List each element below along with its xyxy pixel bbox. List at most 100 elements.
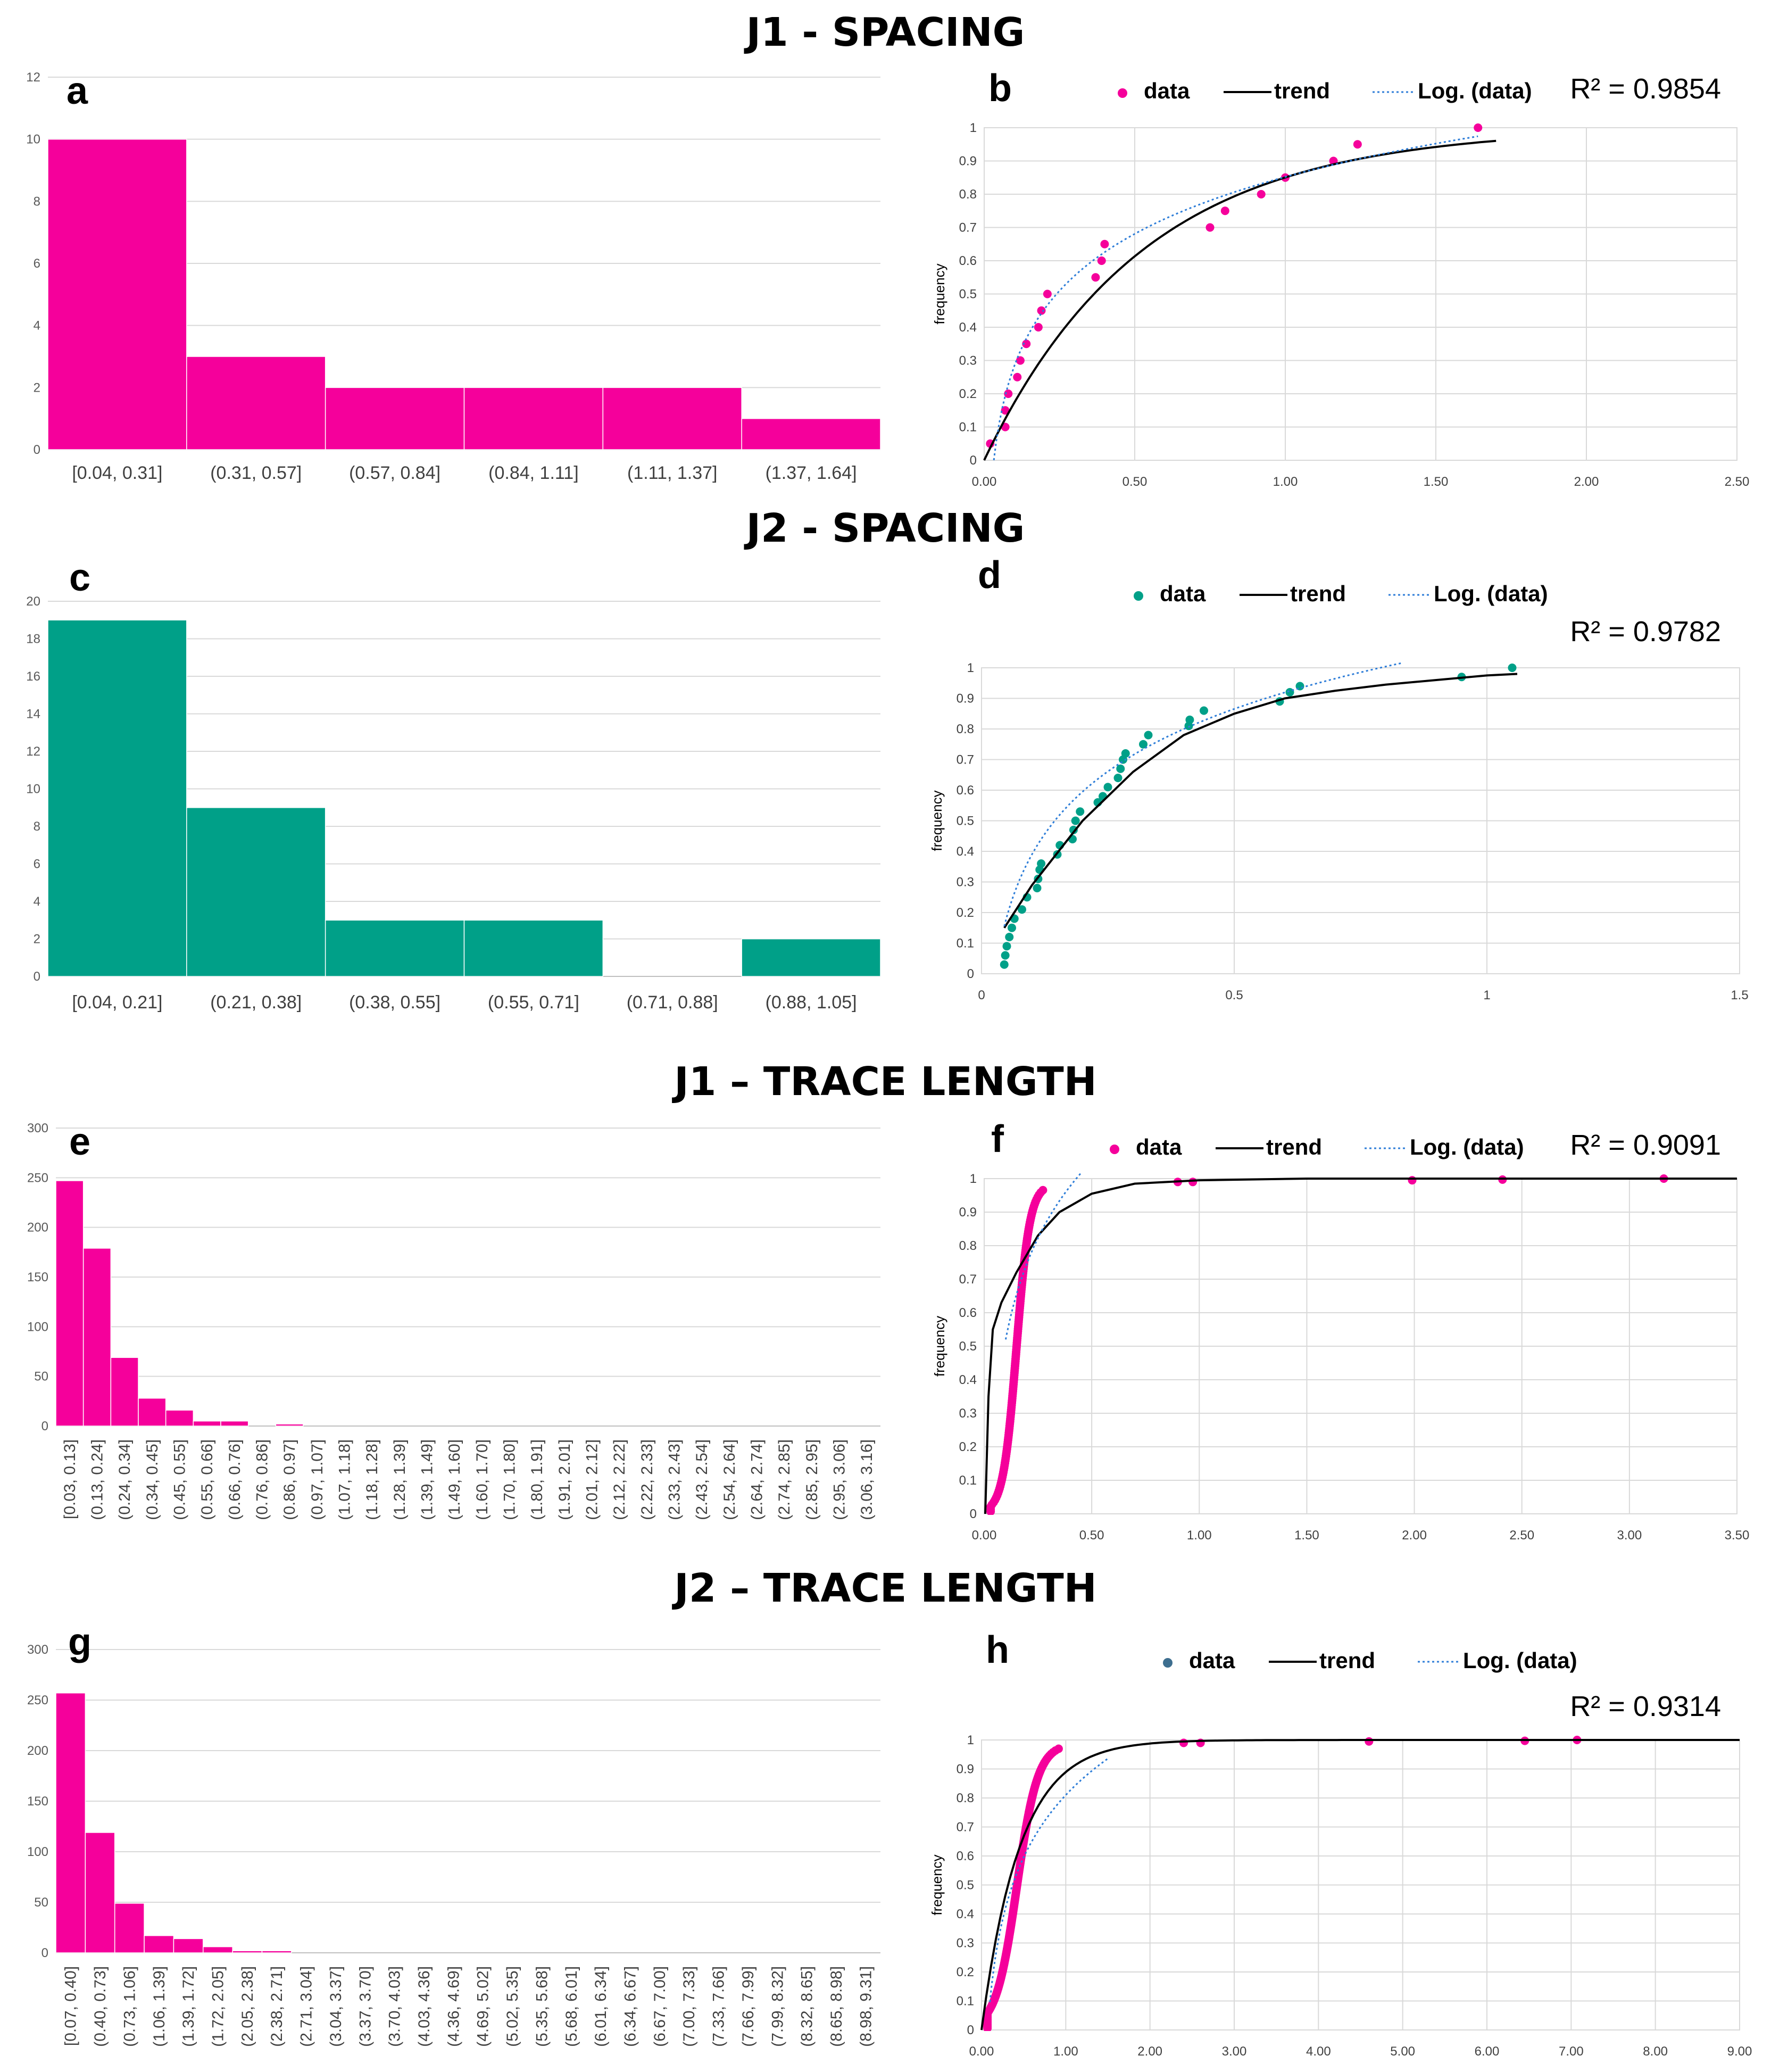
y-tick-label: 6 [34, 857, 40, 872]
y-tick-label: 10 [26, 782, 40, 797]
y-tick-label: 0 [967, 967, 974, 981]
y-tick-label: 0.3 [959, 1406, 977, 1421]
y-tick-label: 0.1 [957, 1994, 974, 2009]
bar [47, 619, 187, 977]
bar [186, 807, 326, 977]
log-trendline [1004, 1172, 1083, 1340]
section-title-j1-trace: J1 – TRACE LENGTH [674, 1059, 1097, 1105]
x-tick-label: 0.00 [972, 475, 997, 489]
data-point [1005, 933, 1014, 941]
data-point [1076, 807, 1085, 816]
panel-letter: g [68, 1621, 92, 1663]
y-tick-label: 0.6 [959, 1306, 977, 1320]
data-point [1220, 206, 1229, 216]
data-point [1000, 960, 1009, 969]
x-tick-label: 9.00 [1727, 2044, 1752, 2059]
data-point [1353, 140, 1362, 149]
legend-marker-data [1163, 1658, 1173, 1668]
data-point [1037, 306, 1046, 315]
legend-label-log: Log. (data) [1418, 78, 1532, 103]
y-tick-label: 18 [26, 632, 40, 647]
x-tick-label: (0.88, 1.05] [766, 992, 857, 1013]
y-tick-label: 0.7 [957, 1820, 974, 1835]
r-squared-label: R² = 0.9091 [1570, 1129, 1721, 1161]
y-tick-label: 2 [34, 932, 40, 947]
x-tick-label: (0.40, 0.73] [92, 1966, 109, 2047]
x-tick-label: (0.24, 0.34] [116, 1439, 134, 1520]
bar [144, 1935, 174, 1953]
plot-content [983, 123, 1496, 461]
y-tick-label: 0.3 [959, 354, 977, 368]
y-tick-label: 100 [27, 1320, 48, 1334]
data-point [1002, 942, 1011, 951]
bar [741, 418, 881, 450]
x-tick-label: 1.5 [1731, 988, 1748, 1002]
bar [325, 387, 465, 450]
x-tick-label: 4.00 [1306, 2044, 1331, 2059]
x-tick-label: 3.50 [1725, 1528, 1750, 1543]
data-point [1116, 764, 1125, 773]
x-tick-label: (1.11, 1.37] [627, 463, 718, 483]
x-tick-label: (3.04, 3.37] [327, 1966, 345, 2047]
bar [203, 1946, 233, 1953]
y-tick-label: 6 [34, 256, 40, 271]
x-tick-label: (1.39, 1.72] [180, 1966, 197, 2047]
x-tick-label: (0.97, 1.07] [309, 1439, 326, 1520]
y-tick-label: 4 [34, 894, 40, 909]
x-tick-label: (3.70, 4.03] [386, 1966, 404, 2047]
data-point [1097, 256, 1106, 265]
chart-h-cdf: 0 0.1 0.2 0.3 0.4 0.5 0.6 0.7 0.8 0.9 1 0.00 1.00 2.0… [929, 1629, 1752, 2059]
y-tick-label: 250 [27, 1171, 48, 1185]
y-tick-label: 0 [970, 453, 977, 468]
data-point [1016, 356, 1025, 365]
y-tick-label: 300 [27, 1121, 48, 1136]
x-tick-label: (0.13, 0.24] [89, 1439, 106, 1520]
y-tick-label: 0.5 [959, 1339, 977, 1354]
data-point [1179, 1738, 1188, 1747]
data-point [1188, 1178, 1198, 1187]
y-tick-label: 0.8 [959, 187, 977, 202]
x-tick-label: (1.39, 1.49] [419, 1439, 436, 1520]
log-trendline [993, 135, 1478, 461]
x-tick-label: (2.05, 2.38] [239, 1966, 256, 2047]
x-tick-label: (1.18, 1.28] [363, 1439, 381, 1520]
x-tick-label: (1.91, 2.01] [556, 1439, 573, 1520]
y-tick-label: 0.7 [959, 1272, 977, 1287]
x-tick-label: (4.03, 4.36] [415, 1966, 433, 2047]
x-tick-label: (2.38, 2.71] [268, 1966, 286, 2047]
trend-line [1003, 673, 1518, 929]
bar [741, 938, 881, 977]
legend-label-data: data [1189, 1648, 1235, 1673]
r-squared-label: R² = 0.9854 [1570, 73, 1721, 105]
x-tick-label: (0.38, 0.55] [349, 992, 440, 1013]
x-tick-label: 1.00 [1053, 2044, 1078, 2059]
y-tick-label: 150 [27, 1794, 48, 1809]
x-tick-label: (7.99, 8.32] [769, 1966, 786, 2047]
y-tick-label: 0.4 [957, 844, 974, 859]
bar [55, 1692, 86, 1953]
legend-label-log: Log. (data) [1410, 1134, 1524, 1159]
y-tick-label: 150 [27, 1270, 48, 1284]
legend-marker-data [1118, 88, 1127, 98]
bar [173, 1938, 204, 1953]
bar [186, 356, 326, 450]
legend-label-trend: trend [1274, 78, 1330, 103]
data-point [1038, 1186, 1047, 1195]
y-tick-label: 1 [967, 661, 974, 675]
data-point [1001, 951, 1010, 960]
x-tick-label: (5.68, 6.01] [563, 1966, 580, 2047]
trend-line [983, 139, 1496, 461]
x-tick-label: [0.04, 0.31] [72, 463, 162, 483]
y-tick-label: 0 [34, 443, 40, 457]
data-point [1013, 372, 1022, 382]
x-tick-label: (7.66, 7.99] [739, 1966, 757, 2047]
x-tick-label: (0.71, 0.88] [627, 992, 718, 1013]
x-tick-label: 2.50 [1725, 475, 1750, 489]
legend-label-trend: trend [1266, 1134, 1322, 1159]
r-squared-label: R² = 0.9782 [1570, 616, 1721, 648]
x-tick-label: 3.00 [1617, 1528, 1642, 1543]
y-tick-label: 0.1 [959, 1473, 977, 1488]
plot-content [984, 1172, 1737, 1515]
bar [232, 1950, 263, 1953]
